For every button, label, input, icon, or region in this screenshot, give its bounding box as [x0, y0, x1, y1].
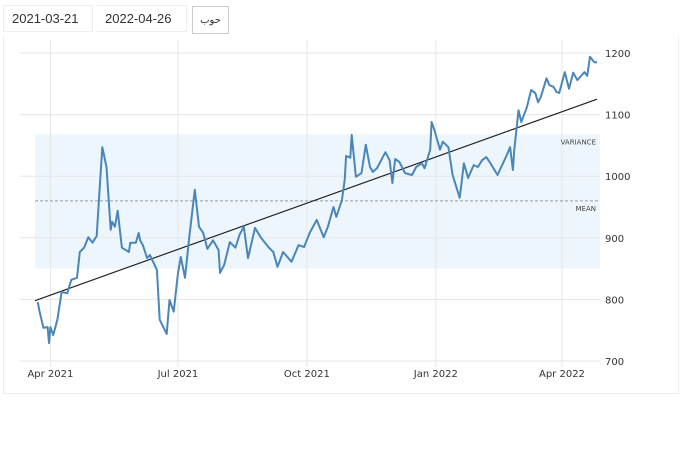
submit-button[interactable]: حوب: [192, 6, 229, 34]
y-axis: 700 800 900 1000 1100 1200: [605, 49, 630, 368]
y-tick-label: 1200: [605, 49, 630, 60]
x-tick-label: Jan 2022: [413, 369, 458, 380]
x-tick-label: Jul 2021: [157, 369, 199, 380]
y-tick-label: 800: [605, 295, 624, 306]
y-tick-label: 900: [605, 234, 624, 245]
y-tick-label: 700: [605, 357, 624, 368]
variance-band: [35, 134, 600, 269]
x-tick-label: Apr 2022: [539, 369, 585, 380]
y-tick-label: 1000: [605, 172, 630, 183]
start-date-input[interactable]: 2021-03-21: [3, 5, 93, 32]
x-tick-label: Apr 2021: [27, 369, 73, 380]
x-axis: Apr 2021 Jul 2021 Oct 2021 Jan 2022 Apr 2022: [27, 369, 584, 380]
trend-line: [34, 98, 598, 302]
x-tick-label: Oct 2021: [284, 369, 330, 380]
y-tick-label: 1100: [605, 111, 630, 122]
mean-label: MEAN: [576, 205, 597, 213]
end-date-input[interactable]: 2022-04-26: [97, 5, 187, 32]
series-line: [36, 55, 597, 345]
variance-label: VARIANCE: [561, 138, 596, 146]
grid-lines: [20, 40, 600, 367]
chart-container: [3, 36, 679, 394]
